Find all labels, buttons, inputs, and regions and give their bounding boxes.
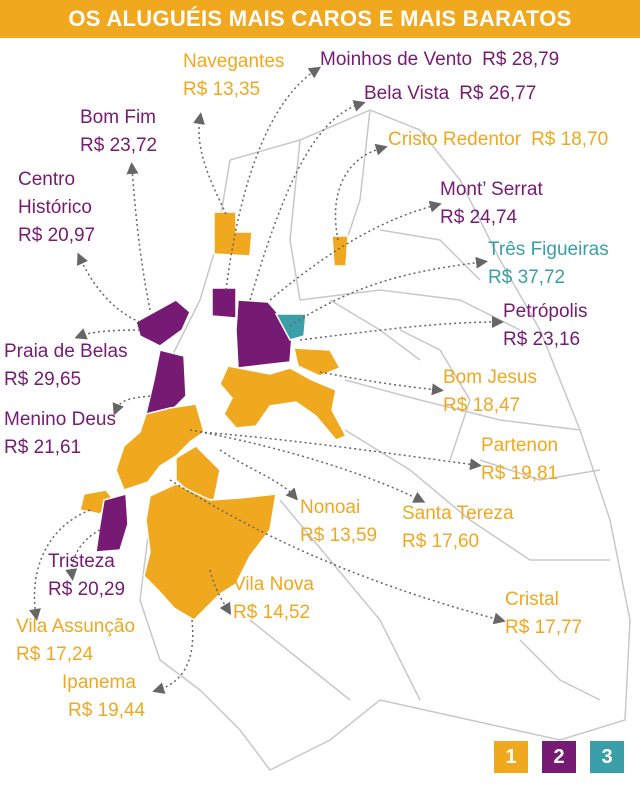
regions bbox=[79, 211, 349, 621]
neighborhood-label: Petrópolis R$ 23,16 bbox=[503, 298, 588, 354]
neighborhood-label: Praia de Belas R$ 29,65 bbox=[4, 338, 128, 394]
neighborhood-name: Três Figueiras bbox=[488, 239, 609, 260]
neighborhood-label: Mont’ Serrat R$ 24,74 bbox=[440, 176, 543, 232]
neighborhood-price: R$ 20,97 bbox=[18, 225, 96, 246]
title: OS ALUGUÉIS MAIS CAROS E MAIS BARATOS bbox=[0, 0, 640, 38]
neighborhood-name: Navegantes bbox=[183, 51, 285, 72]
neighborhood-price: R$ 19,44 bbox=[68, 700, 146, 721]
neighborhood-label: Vila Nova R$ 14,52 bbox=[233, 571, 314, 627]
neighborhood-name: Vila Assunção bbox=[16, 616, 136, 637]
neighborhood-label: Navegantes R$ 13,35 bbox=[183, 48, 284, 104]
neighborhood-name: Menino Deus bbox=[4, 409, 116, 430]
neighborhood-label: Menino Deus R$ 21,61 bbox=[4, 406, 116, 462]
neighborhood-label: Santa Tereza R$ 17,60 bbox=[402, 500, 514, 556]
neighborhood-label: Centro Histórico R$ 20,97 bbox=[18, 166, 108, 250]
neighborhood-price: R$ 23,16 bbox=[503, 329, 581, 350]
neighborhood-name: Praia de Belas bbox=[4, 341, 128, 362]
neighborhood-name: Bom Jesus bbox=[443, 367, 537, 388]
neighborhood-label: Bela Vista R$ 26,77 bbox=[364, 80, 536, 108]
neighborhood-price: R$ 21,61 bbox=[4, 437, 82, 458]
neighborhood-label: Nonoai R$ 13,59 bbox=[300, 494, 377, 550]
neighborhood-price: R$ 20,29 bbox=[48, 579, 126, 600]
neighborhood-price: R$ 18,70 bbox=[531, 129, 609, 150]
neighborhood-price: R$ 18,47 bbox=[443, 395, 521, 416]
neighborhood-price: R$ 13,35 bbox=[183, 79, 261, 100]
neighborhood-name: Cristal bbox=[505, 589, 559, 610]
neighborhood-name: Tristeza bbox=[48, 551, 115, 572]
neighborhood-label: Vila Assunção R$ 17,24 bbox=[16, 613, 135, 669]
neighborhood-name: Bela Vista bbox=[364, 83, 450, 104]
neighborhood-label: Ipanema R$ 19,44 bbox=[62, 669, 145, 725]
neighborhood-price: R$ 28,79 bbox=[482, 49, 560, 70]
neighborhood-price: R$ 23,72 bbox=[80, 135, 158, 156]
neighborhood-price: R$ 26,77 bbox=[459, 83, 537, 104]
neighborhood-name: Santa Tereza bbox=[402, 503, 514, 524]
leader-lines bbox=[29, 66, 506, 694]
neighborhood-price: R$ 29,65 bbox=[4, 369, 82, 390]
neighborhood-name: Cristo Redentor bbox=[388, 129, 522, 150]
neighborhood-label: Partenon R$ 19,81 bbox=[481, 432, 558, 488]
legend-item: 3 bbox=[590, 741, 624, 773]
neighborhood-label: Moinhos de Vento R$ 28,79 bbox=[320, 46, 559, 74]
neighborhood-name: Partenon bbox=[481, 435, 559, 456]
neighborhood-label: Bom Fim R$ 23,72 bbox=[80, 104, 157, 160]
neighborhood-name: Ipanema bbox=[62, 672, 136, 693]
neighborhood-price: R$ 14,52 bbox=[233, 602, 311, 623]
neighborhood-price: R$ 13,59 bbox=[300, 525, 378, 546]
neighborhood-name: Bom Fim bbox=[80, 107, 156, 128]
legend-item: 2 bbox=[542, 741, 576, 773]
legend-item: 1 bbox=[494, 741, 528, 773]
neighborhood-name: Mont’ Serrat bbox=[440, 179, 543, 200]
neighborhood-label: Tristeza R$ 20,29 bbox=[48, 548, 125, 604]
neighborhood-label: Cristo Redentor R$ 18,70 bbox=[388, 126, 608, 154]
neighborhood-name: Moinhos de Vento bbox=[320, 49, 473, 70]
neighborhood-price: R$ 17,24 bbox=[16, 644, 94, 665]
neighborhood-price: R$ 17,77 bbox=[505, 617, 583, 638]
neighborhood-price: R$ 17,60 bbox=[402, 531, 480, 552]
neighborhood-name: Nonoai bbox=[300, 497, 361, 518]
neighborhood-name: Petrópolis bbox=[503, 301, 588, 322]
neighborhood-price: R$ 19,81 bbox=[481, 463, 559, 484]
neighborhood-price: R$ 24,74 bbox=[440, 207, 518, 228]
neighborhood-label: Cristal R$ 17,77 bbox=[505, 586, 582, 642]
neighborhood-label: Bom Jesus R$ 18,47 bbox=[443, 364, 537, 420]
neighborhood-name: Vila Nova bbox=[233, 574, 314, 595]
neighborhood-name: Centro Histórico bbox=[18, 169, 92, 218]
neighborhood-price: R$ 37,72 bbox=[488, 267, 566, 288]
neighborhood-label: Três Figueiras R$ 37,72 bbox=[488, 236, 609, 292]
